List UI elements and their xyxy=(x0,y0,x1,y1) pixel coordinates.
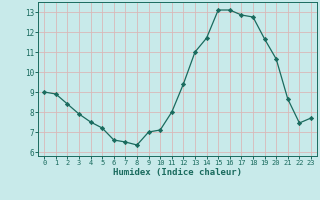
X-axis label: Humidex (Indice chaleur): Humidex (Indice chaleur) xyxy=(113,168,242,177)
